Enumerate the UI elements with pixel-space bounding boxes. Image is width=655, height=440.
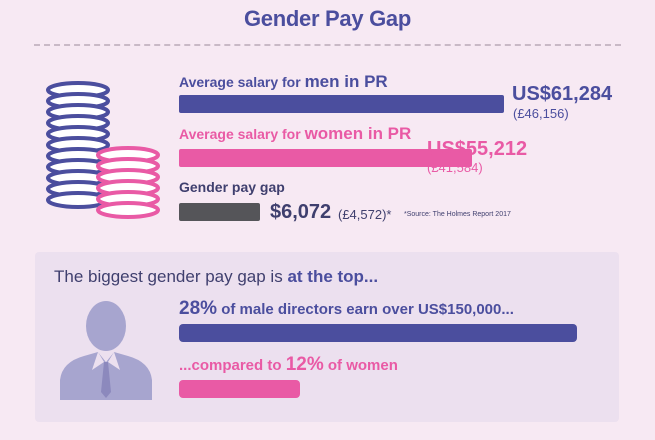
men-salary-bar — [179, 95, 504, 113]
male-directors-stat: 28% of male directors earn over US$150,0… — [179, 298, 514, 320]
gap-gbp: (£4,572)* — [338, 207, 392, 222]
panel-heading: The biggest gender pay gap is at the top… — [54, 267, 378, 287]
women-salary-gbp: (£41,584) — [427, 160, 483, 175]
women-directors-text-a: ...compared to — [179, 357, 286, 374]
women-salary-usd: US$55,212 — [427, 138, 528, 160]
women-directors-text-b: of women — [323, 357, 398, 374]
women-directors-bar — [179, 380, 301, 398]
men-salary-usd: US$61,284 — [512, 83, 613, 105]
men-label-prefix: Average salary for — [179, 74, 305, 90]
gap-label: Gender pay gap — [179, 179, 285, 195]
male-directors-pct: 28% — [179, 298, 218, 319]
men-salary-label: Average salary for men in PR — [179, 72, 388, 92]
women-label-emph: women in PR — [304, 124, 412, 143]
women-salary-label: Average salary for women in PR — [179, 124, 411, 144]
men-label-emph: men in PR — [304, 72, 388, 91]
coins-stack-icon — [46, 81, 160, 219]
men-salary-gbp: (£46,156) — [513, 106, 569, 121]
women-label-prefix: Average salary for — [179, 126, 305, 142]
title-divider — [34, 44, 621, 46]
gap-usd: $6,072 — [270, 201, 332, 223]
women-salary-bar — [179, 149, 472, 167]
page-title: Gender Pay Gap — [244, 6, 411, 31]
coin — [96, 201, 160, 219]
panel-heading-emph: at the top... — [287, 267, 379, 286]
male-directors-text-b: male — [239, 301, 274, 318]
women-directors-pct: 12% — [285, 354, 324, 375]
male-directors-bar — [179, 324, 577, 342]
source-note: *Source: The Holmes Report 2017 — [404, 211, 511, 218]
women-directors-stat: ...compared to 12% of women — [179, 354, 398, 376]
businessman-icon — [60, 301, 152, 400]
panel-heading-prefix: The biggest gender pay gap is — [54, 267, 288, 286]
male-directors-text-c: directors earn over US$150,000... — [273, 301, 514, 318]
male-directors-text-a: of — [217, 301, 240, 318]
gap-bar — [179, 203, 260, 221]
